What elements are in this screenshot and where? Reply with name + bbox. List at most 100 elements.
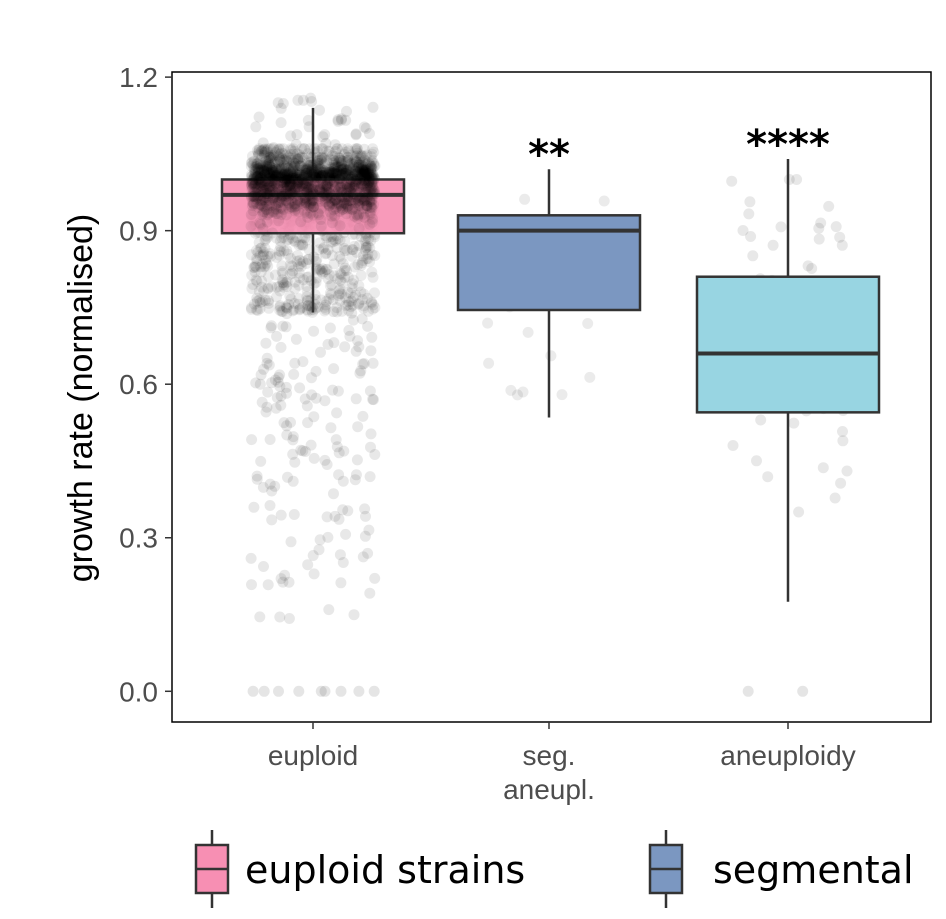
data-point bbox=[273, 215, 285, 227]
legend-label: segmental bbox=[713, 848, 914, 892]
data-point bbox=[248, 261, 260, 273]
data-point bbox=[346, 171, 358, 183]
data-point bbox=[359, 165, 371, 177]
data-point bbox=[294, 151, 306, 163]
data-point bbox=[334, 205, 346, 217]
data-point bbox=[285, 159, 297, 171]
data-point bbox=[366, 266, 378, 278]
data-point bbox=[326, 217, 338, 229]
data-point bbox=[303, 156, 315, 168]
data-point bbox=[245, 249, 257, 261]
data-point bbox=[365, 160, 377, 171]
data-point bbox=[250, 261, 262, 273]
data-point bbox=[301, 179, 313, 191]
data-point bbox=[285, 179, 297, 191]
data-point bbox=[349, 169, 361, 181]
data-point bbox=[325, 166, 337, 178]
data-point bbox=[318, 165, 330, 177]
data-point bbox=[251, 275, 263, 287]
data-point bbox=[263, 180, 275, 192]
data-point bbox=[365, 164, 377, 176]
data-point bbox=[323, 200, 335, 212]
data-point bbox=[336, 191, 348, 203]
data-point bbox=[364, 160, 376, 172]
data-point bbox=[291, 255, 303, 267]
data-point bbox=[270, 166, 281, 178]
data-point bbox=[258, 147, 270, 159]
data-point bbox=[357, 168, 369, 180]
data-point bbox=[259, 149, 270, 161]
data-point bbox=[311, 157, 323, 169]
data-point bbox=[349, 150, 361, 162]
data-point bbox=[308, 568, 320, 580]
data-point bbox=[304, 190, 316, 202]
data-point bbox=[364, 182, 376, 194]
data-point bbox=[281, 190, 293, 202]
data-point bbox=[262, 260, 274, 272]
data-point bbox=[353, 159, 365, 171]
data-point bbox=[330, 146, 342, 157]
data-point bbox=[353, 208, 365, 220]
data-point bbox=[335, 253, 347, 265]
data-point bbox=[358, 161, 370, 173]
data-point bbox=[284, 189, 295, 201]
data-point bbox=[248, 180, 260, 192]
data-point bbox=[320, 232, 332, 244]
data-point bbox=[287, 148, 299, 160]
data-point bbox=[270, 147, 282, 158]
data-point bbox=[295, 160, 307, 172]
data-point bbox=[319, 165, 331, 176]
data-point bbox=[291, 167, 303, 179]
data-point bbox=[248, 176, 260, 188]
data-point bbox=[344, 185, 356, 197]
data-point bbox=[307, 187, 319, 198]
data-point bbox=[265, 167, 277, 179]
data-point bbox=[259, 169, 271, 181]
data-point bbox=[333, 173, 345, 185]
data-point bbox=[288, 185, 300, 197]
data-point bbox=[275, 573, 287, 585]
data-point bbox=[360, 199, 372, 211]
data-point bbox=[264, 478, 276, 490]
data-point bbox=[330, 235, 341, 247]
data-point bbox=[333, 156, 345, 168]
data-point bbox=[342, 505, 354, 517]
data-point bbox=[256, 296, 268, 308]
data-point bbox=[253, 148, 265, 160]
data-point bbox=[335, 164, 347, 176]
data-point bbox=[260, 165, 272, 177]
data-point bbox=[260, 154, 272, 166]
data-point bbox=[361, 168, 373, 180]
data-point bbox=[340, 292, 352, 304]
data-point bbox=[256, 275, 268, 287]
data-point bbox=[328, 159, 340, 171]
data-point bbox=[318, 153, 330, 164]
data-point bbox=[262, 231, 274, 243]
data-point bbox=[321, 511, 333, 523]
data-point bbox=[287, 163, 299, 175]
data-point bbox=[350, 176, 361, 188]
data-point bbox=[271, 204, 283, 216]
data-point bbox=[289, 201, 301, 212]
data-point bbox=[264, 152, 276, 163]
data-point bbox=[294, 304, 305, 316]
data-point bbox=[346, 250, 358, 262]
data-point bbox=[324, 196, 336, 208]
data-point bbox=[338, 163, 349, 175]
data-point bbox=[257, 181, 269, 193]
data-point bbox=[273, 158, 285, 170]
data-point bbox=[327, 236, 339, 248]
data-point bbox=[313, 186, 325, 198]
data-point bbox=[246, 177, 258, 189]
data-point bbox=[271, 281, 283, 293]
data-point bbox=[350, 155, 362, 167]
data-point bbox=[270, 402, 282, 414]
data-point bbox=[267, 164, 279, 176]
data-point bbox=[368, 186, 380, 197]
data-point bbox=[345, 195, 357, 207]
data-point bbox=[342, 202, 354, 214]
data-point bbox=[273, 144, 285, 155]
data-point bbox=[270, 187, 282, 199]
data-point bbox=[783, 174, 795, 185]
data-point bbox=[258, 285, 270, 297]
